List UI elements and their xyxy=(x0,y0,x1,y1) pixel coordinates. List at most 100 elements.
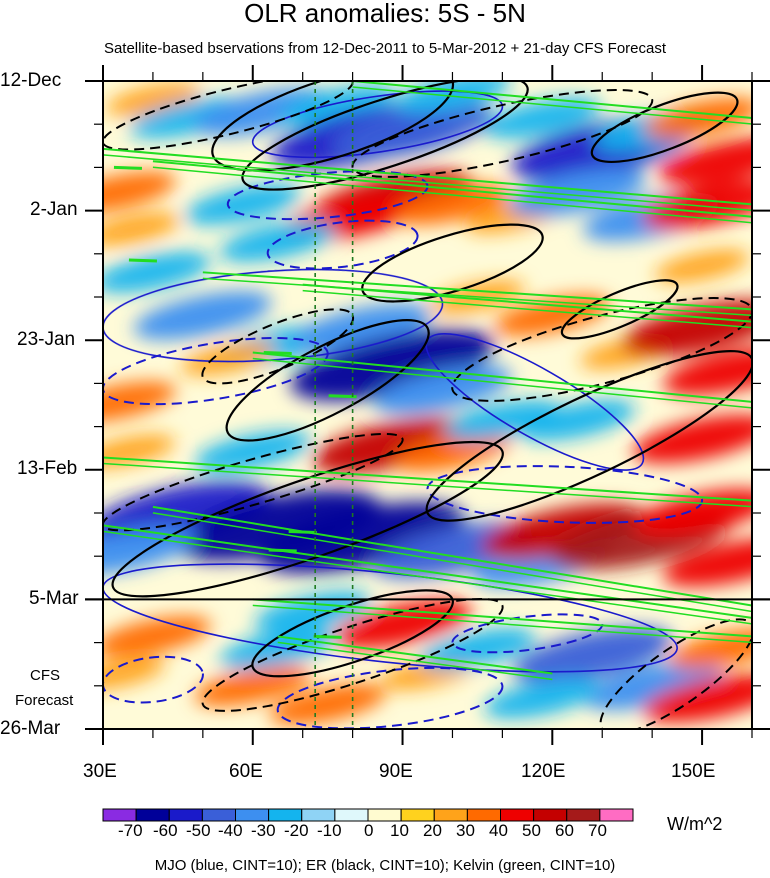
mjo-contour-negative xyxy=(103,336,329,406)
colorbar-label: 10 xyxy=(390,821,409,840)
x-tick-label: 120E xyxy=(521,761,566,782)
er-contour-negative xyxy=(201,597,504,712)
y-tick-label: 23-Jan xyxy=(17,329,76,350)
forecast-label-cfs: CFS xyxy=(30,667,60,684)
colorbar-labels: -70 -60 -50 -40 -30 -20 -10 0 10 20 30 4… xyxy=(98,821,658,841)
anomaly-cell xyxy=(103,381,176,423)
chart-subtitle: Satellite-based bservations from 12-Dec-… xyxy=(103,40,667,57)
anomaly-cell xyxy=(105,82,200,117)
anomaly-cell xyxy=(103,656,166,691)
anomaly-cell xyxy=(622,299,752,356)
anomaly-cell xyxy=(484,677,601,719)
anomaly-cell xyxy=(103,525,197,575)
colorbar-label: 0 xyxy=(364,821,374,840)
anomaly-cell xyxy=(194,430,311,472)
anomaly-cell xyxy=(633,488,752,538)
colorbar-label: 70 xyxy=(588,821,607,840)
kelvin-contour xyxy=(103,456,752,502)
er-contour xyxy=(560,279,679,340)
kelvin-contour xyxy=(152,160,752,218)
colorbar-label: -10 xyxy=(317,821,342,840)
mjo-contour-negative xyxy=(451,613,604,654)
y-tick-label: 12-Dec xyxy=(0,70,62,91)
colorbar-label: 30 xyxy=(456,821,475,840)
kelvin-contour xyxy=(103,524,752,619)
y-tick-label: 2-Jan xyxy=(30,199,78,220)
plot-frame xyxy=(102,80,753,730)
kelvin-segment xyxy=(113,165,143,170)
anomaly-cell xyxy=(583,661,722,711)
er-contour xyxy=(241,81,529,191)
anomaly-cell xyxy=(103,171,176,213)
anomaly-cell xyxy=(279,85,396,127)
anomaly-cell xyxy=(494,295,611,336)
anomaly-cell xyxy=(663,538,752,587)
reference-lines xyxy=(314,81,354,729)
y-tick-label: 13-Feb xyxy=(17,458,78,479)
kelvin-contour xyxy=(202,271,752,311)
anomaly-cell xyxy=(103,212,180,246)
kelvin-segment xyxy=(288,530,317,535)
anomaly-cell xyxy=(512,626,673,684)
colorbar-label: -50 xyxy=(186,821,211,840)
colorbar-swatch xyxy=(433,808,468,822)
anomaly-cell xyxy=(333,599,472,649)
kelvin-contour xyxy=(302,283,752,323)
colorbar-swatch xyxy=(201,808,236,822)
colorbar-label: -60 xyxy=(153,821,178,840)
anomaly-cell xyxy=(655,249,750,283)
anomaly-cell xyxy=(219,628,336,670)
anomaly-cell xyxy=(133,291,272,340)
colorbar-swatch xyxy=(599,808,634,822)
anomaly-cell xyxy=(103,251,211,293)
anomaly-cell xyxy=(633,414,752,464)
colorbar-swatch xyxy=(466,808,501,822)
er-contour-negative xyxy=(103,432,404,532)
colorbar-swatch xyxy=(135,808,170,822)
colorbar-swatch xyxy=(102,808,137,822)
kelvin-contour xyxy=(252,357,752,409)
kelvin-segment xyxy=(313,634,342,639)
kelvin-contour xyxy=(352,81,752,120)
kelvin-contour xyxy=(302,289,752,329)
colorbar-swatch xyxy=(168,808,203,822)
mjo-contour-negative xyxy=(276,666,504,729)
kelvin-contour xyxy=(103,147,752,206)
anomaly-cell xyxy=(669,628,752,670)
x-tick-label: 60E xyxy=(229,761,263,782)
axes xyxy=(85,65,770,745)
anomaly-cell xyxy=(508,167,647,217)
kelvin-contour xyxy=(277,635,553,675)
mjo-contour-negative xyxy=(266,219,419,270)
colorbar-swatch xyxy=(566,808,601,822)
anomaly-cell xyxy=(394,81,511,114)
colorbar-swatch xyxy=(301,808,336,822)
anomaly-cell xyxy=(254,591,371,633)
overlay-legend: MJO (blue, CINT=10); ER (black, CINT=10)… xyxy=(154,857,616,874)
chart-title: OLR anomalies: 5S - 5N xyxy=(244,0,526,28)
colorbar-swatch xyxy=(334,808,369,822)
kelvin-contour xyxy=(352,86,752,125)
x-tick-label: 90E xyxy=(379,761,413,782)
colorbar-swatch xyxy=(268,808,303,822)
colorbar xyxy=(102,808,634,822)
colorbar-swatch xyxy=(500,808,535,822)
kelvin-contour xyxy=(202,277,752,317)
er-contour xyxy=(590,91,739,164)
y-tick-label: 5-Mar xyxy=(29,588,79,609)
kelvin-segment xyxy=(263,351,292,356)
er-contour xyxy=(225,319,430,442)
colorbar-label: -20 xyxy=(284,821,309,840)
colorbar-label: -40 xyxy=(218,821,243,840)
colorbar-label: 60 xyxy=(555,821,574,840)
kelvin-segment xyxy=(128,258,157,263)
colorbar-label: 20 xyxy=(423,821,442,840)
colorbar-swatch xyxy=(533,808,568,822)
anomaly-cell xyxy=(269,683,386,725)
wave-contours xyxy=(103,81,752,729)
colorbar-label: -70 xyxy=(118,821,143,840)
kelvin-contour xyxy=(152,512,752,613)
kelvin-contour xyxy=(277,641,553,681)
mjo-contour xyxy=(103,563,678,673)
anomaly-cell xyxy=(658,136,752,186)
